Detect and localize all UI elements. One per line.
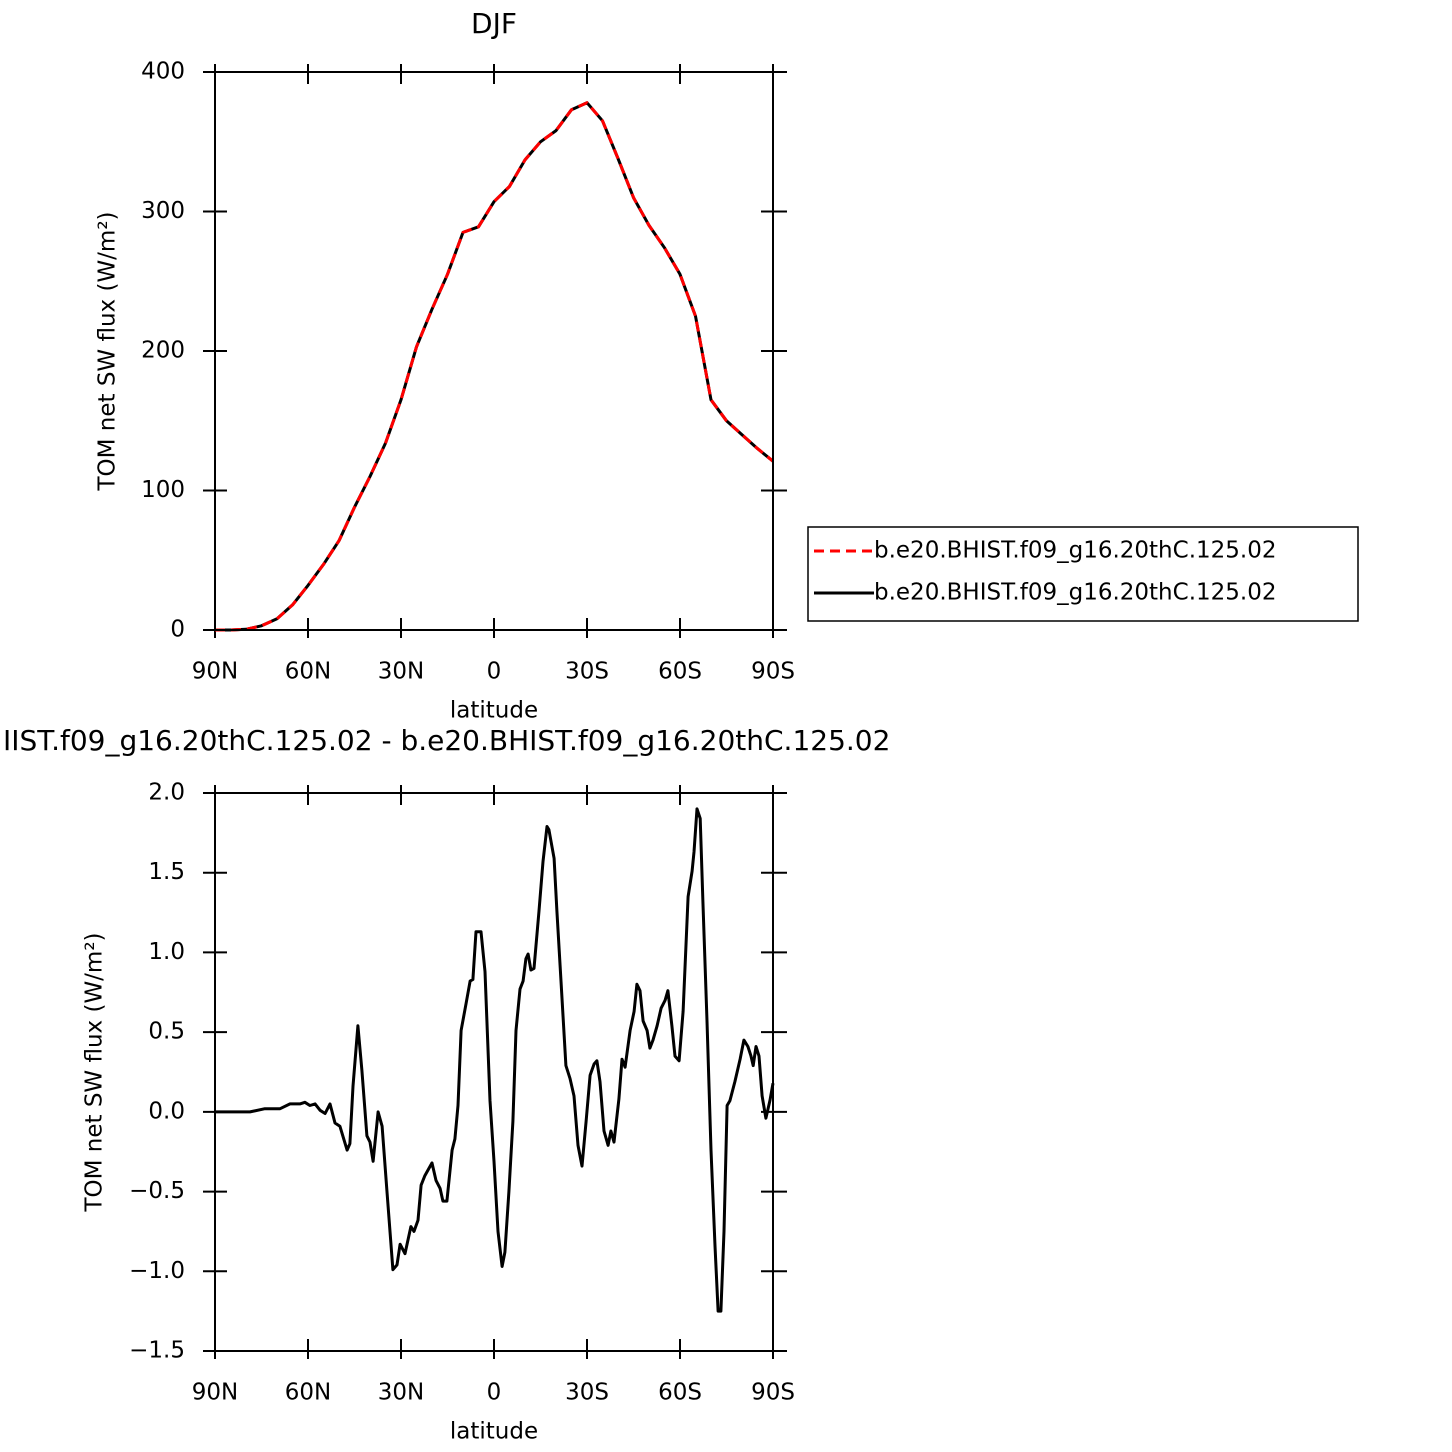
chart-title: DJF	[471, 7, 517, 40]
legend-label: b.e20.BHIST.f09_g16.20thC.125.02	[874, 580, 1276, 606]
y-tick-label: 0.5	[148, 1019, 185, 1045]
x-tick-label: 0	[487, 1380, 502, 1406]
x-tick-label: 0	[487, 659, 502, 685]
y-tick-label: 200	[141, 338, 185, 364]
y-tick-label: −1.5	[129, 1338, 185, 1364]
y-tick-label: 2.0	[148, 780, 185, 806]
y-tick-label: −0.5	[129, 1178, 185, 1204]
chart-title: IIST.f09_g16.20thC.125.02 - b.e20.BHIST.…	[3, 724, 890, 757]
x-tick-label: 30N	[378, 1380, 424, 1406]
x-tick-label: 90N	[192, 659, 238, 685]
x-tick-label: 90S	[751, 1380, 795, 1406]
x-axis-label: latitude	[450, 1419, 538, 1445]
y-axis-label: TOM net SW flux (W/m²)	[82, 932, 108, 1212]
y-tick-label: 0	[170, 617, 185, 643]
y-tick-label: 1.0	[148, 939, 185, 965]
x-tick-label: 90S	[751, 659, 795, 685]
y-tick-label: 300	[141, 198, 185, 224]
data-line	[215, 101, 774, 632]
legend-label: b.e20.BHIST.f09_g16.20thC.125.02	[874, 538, 1276, 564]
y-tick-label: 1.5	[148, 859, 185, 885]
x-axis-label: latitude	[450, 698, 538, 724]
x-tick-label: 60S	[658, 659, 702, 685]
y-tick-label: 0.0	[148, 1098, 185, 1124]
x-tick-label: 60S	[658, 1380, 702, 1406]
plot-frame	[214, 792, 774, 1352]
y-tick-label: −1.0	[129, 1258, 185, 1284]
data-line	[215, 807, 775, 1313]
x-tick-label: 30S	[565, 1380, 609, 1406]
x-tick-label: 60N	[285, 659, 331, 685]
x-tick-label: 30S	[565, 659, 609, 685]
x-tick-label: 60N	[285, 1380, 331, 1406]
legend-box	[807, 526, 1359, 622]
y-axis-label: TOM net SW flux (W/m²)	[95, 211, 121, 491]
y-tick-label: 400	[141, 59, 185, 85]
y-tick-label: 100	[141, 477, 185, 503]
x-tick-label: 30N	[378, 659, 424, 685]
plot-frame	[214, 71, 774, 631]
data-line	[215, 101, 774, 632]
x-tick-label: 90N	[192, 1380, 238, 1406]
